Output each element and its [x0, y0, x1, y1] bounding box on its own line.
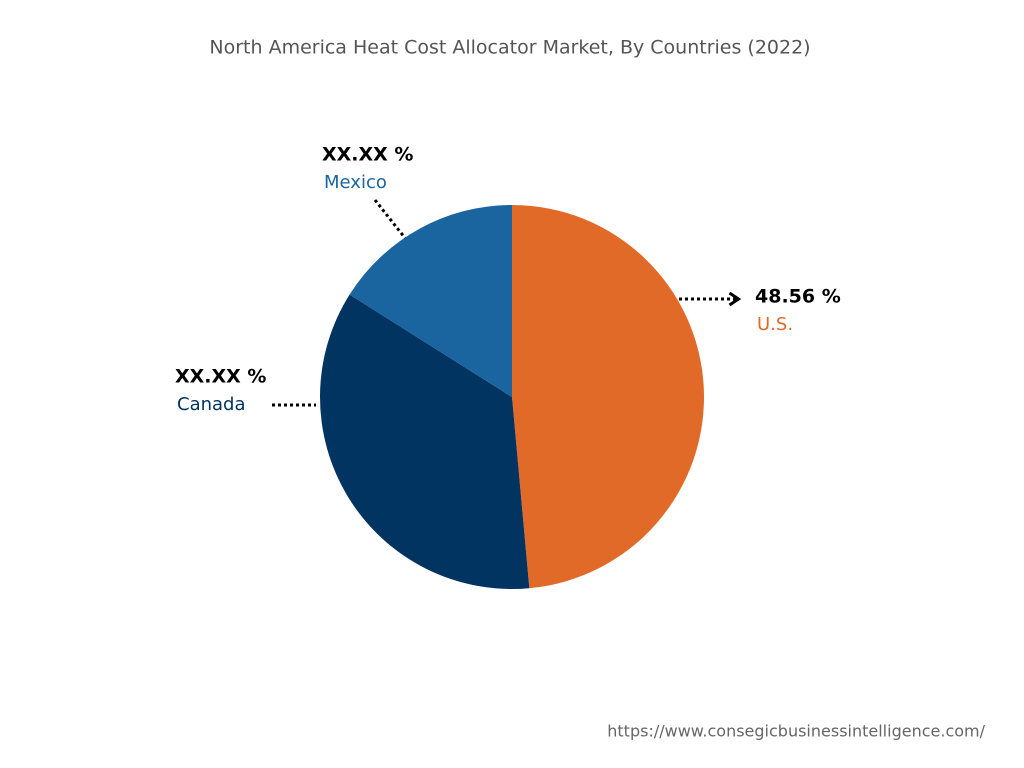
- source-url: https://www.consegicbusinessintelligence…: [607, 722, 985, 741]
- leader-line: [373, 199, 407, 239]
- pie-slice: [512, 205, 705, 589]
- category-label: U.S.: [757, 314, 793, 335]
- pie-slice: [349, 205, 512, 397]
- pie-slice: [320, 294, 530, 589]
- value-label: XX.XX %: [322, 144, 413, 166]
- category-label: Canada: [177, 394, 246, 415]
- value-label: 48.56 %: [755, 286, 841, 308]
- value-label: XX.XX %: [175, 366, 266, 388]
- chart-title: North America Heat Cost Allocator Market…: [209, 37, 810, 59]
- category-label: Mexico: [324, 172, 387, 193]
